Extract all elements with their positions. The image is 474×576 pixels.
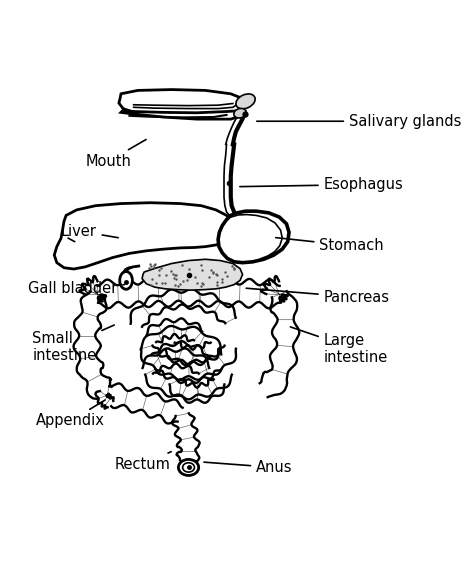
Ellipse shape <box>178 460 199 475</box>
Text: Esophagus: Esophagus <box>240 177 403 192</box>
Text: Pancreas: Pancreas <box>246 288 390 305</box>
Text: Appendix: Appendix <box>36 400 105 429</box>
Polygon shape <box>142 259 243 290</box>
Ellipse shape <box>236 94 255 109</box>
Polygon shape <box>261 276 288 303</box>
Text: Stomach: Stomach <box>276 238 384 253</box>
Polygon shape <box>165 342 220 365</box>
Text: Liver: Liver <box>61 223 118 238</box>
Polygon shape <box>143 348 209 374</box>
Polygon shape <box>145 369 232 399</box>
Ellipse shape <box>234 108 246 118</box>
Ellipse shape <box>120 271 132 289</box>
Polygon shape <box>119 90 244 114</box>
Text: Large
intestine: Large intestine <box>291 327 388 365</box>
Text: Gall bladder: Gall bladder <box>28 281 124 296</box>
Polygon shape <box>121 110 244 119</box>
Polygon shape <box>147 319 202 342</box>
Polygon shape <box>106 384 182 423</box>
Text: Salivary glands: Salivary glands <box>257 113 461 128</box>
Polygon shape <box>55 203 234 269</box>
Polygon shape <box>218 211 289 263</box>
Ellipse shape <box>182 463 194 472</box>
Text: Small
intestine: Small intestine <box>32 325 114 363</box>
Polygon shape <box>96 391 114 408</box>
Polygon shape <box>172 414 200 464</box>
Polygon shape <box>260 291 299 397</box>
Polygon shape <box>141 346 236 380</box>
Polygon shape <box>73 291 112 400</box>
Polygon shape <box>80 276 106 303</box>
Polygon shape <box>98 278 280 308</box>
Polygon shape <box>141 326 221 358</box>
Polygon shape <box>170 380 224 403</box>
Text: Anus: Anus <box>204 460 292 475</box>
Text: Rectum: Rectum <box>114 452 171 472</box>
Polygon shape <box>131 289 236 327</box>
Text: Mouth: Mouth <box>85 139 146 169</box>
